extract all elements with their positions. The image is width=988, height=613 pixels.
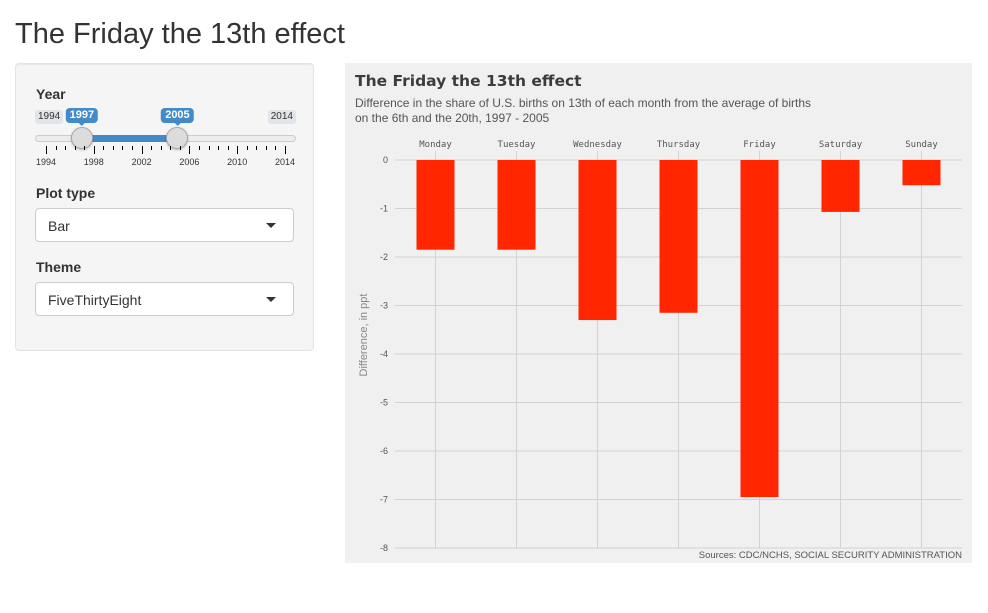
- x-tick-label: Wednesday: [573, 140, 622, 150]
- y-tick-label: -1: [380, 204, 388, 214]
- slider-tick-label: 1994: [35, 157, 57, 167]
- slider-minor-tick: [208, 146, 210, 150]
- chart-subtitle-line-2: on the 6th and the 20th, 1997 - 2005: [355, 111, 549, 125]
- slider-minor-tick: [65, 146, 67, 150]
- slider-min-label: 1994: [35, 110, 64, 124]
- slider-tick-label: 2002: [131, 157, 152, 167]
- slider-tick-label: 1998: [83, 157, 104, 167]
- slider-tick-label: 2014: [274, 157, 296, 167]
- chevron-down-icon: [266, 223, 276, 228]
- slider-minor-tick: [74, 146, 76, 150]
- bar-wednesday: [578, 160, 617, 321]
- slider-minor-tick: [218, 146, 220, 150]
- slider-minor-tick: [170, 146, 172, 150]
- slider-max-label: 2014: [267, 110, 296, 124]
- slider-to-label: 2005: [161, 108, 194, 126]
- slider-minor-tick: [160, 146, 162, 150]
- plot-type-select[interactable]: Bar: [35, 208, 294, 242]
- y-tick-label: -5: [380, 398, 388, 408]
- slider-grid: 1994 1998 2002 2006 2010 2014: [35, 146, 296, 176]
- slider-minor-tick: [275, 146, 277, 150]
- slider-from-label: 1997: [65, 108, 99, 126]
- slider-major-tick: [141, 146, 143, 154]
- x-tick-label: Friday: [743, 140, 776, 150]
- slider-minor-tick: [198, 146, 200, 150]
- chart-panel: The Friday the 13th effect Difference in…: [345, 63, 972, 563]
- slider-minor-tick: [256, 146, 258, 150]
- x-tick-label: Monday: [419, 140, 452, 150]
- slider-minor-tick: [179, 146, 181, 150]
- slider-major-tick: [46, 146, 47, 154]
- theme-label: Theme: [36, 259, 82, 275]
- slider-to-handle[interactable]: [166, 127, 189, 149]
- y-tick-label: -8: [380, 543, 388, 553]
- y-tick-label: -3: [380, 301, 388, 311]
- slider-major-tick: [237, 146, 239, 154]
- x-tick-label: Thursday: [657, 140, 701, 150]
- slider-from-handle[interactable]: [70, 127, 93, 149]
- slider-minor-tick: [132, 146, 134, 150]
- slider-minor-tick: [151, 146, 153, 150]
- plot-type-label: Plot type: [36, 185, 96, 201]
- y-axis-label: Difference, in ppt: [358, 294, 370, 377]
- chevron-down-icon: [266, 297, 276, 302]
- bar-tuesday: [497, 160, 536, 250]
- page-title: The Friday the 13th effect: [15, 18, 345, 50]
- chart-source: Sources: CDC/NCHS, SOCIAL SECURITY ADMIN…: [699, 550, 962, 561]
- slider-tick-label: 2006: [179, 157, 200, 167]
- bar-thursday: [659, 160, 698, 313]
- slider-minor-tick: [246, 146, 248, 150]
- sidebar-panel: Year 1994 2014 1997 2005 1994 1998 2002 200…: [15, 63, 314, 351]
- slider-minor-tick: [122, 146, 124, 150]
- year-range-slider[interactable]: 1994 2014 1997 2005 1994 1998 2002 2006 2010…: [35, 106, 296, 176]
- bar-saturday: [821, 160, 860, 212]
- slider-minor-tick: [55, 146, 57, 150]
- y-tick-label: 0: [383, 155, 388, 165]
- y-tick-label: -6: [380, 446, 388, 456]
- x-tick-label: Tuesday: [498, 140, 537, 150]
- slider-major-tick: [189, 146, 191, 154]
- x-tick-label: Saturday: [819, 140, 863, 150]
- bar-monday: [416, 160, 455, 250]
- bar-friday: [740, 160, 779, 498]
- theme-select[interactable]: FiveThirtyEight: [35, 282, 294, 316]
- plot-type-value: Bar: [48, 218, 70, 234]
- chart-subtitle-line-1: Difference in the share of U.S. births o…: [355, 96, 811, 110]
- slider-minor-tick: [103, 146, 105, 150]
- y-tick-label: -7: [380, 495, 388, 505]
- bar-sunday: [902, 160, 941, 186]
- slider-major-tick: [93, 146, 95, 154]
- theme-value: FiveThirtyEight: [48, 292, 142, 308]
- slider-selected-range: [81, 135, 178, 142]
- y-tick-label: -4: [380, 349, 388, 359]
- slider-minor-tick: [265, 146, 267, 150]
- x-tick-label: Sunday: [905, 140, 938, 150]
- y-tick-label: -2: [380, 252, 388, 262]
- slider-minor-tick: [84, 146, 86, 150]
- slider-tick-label: 2010: [227, 157, 248, 167]
- slider-minor-tick: [112, 146, 114, 150]
- year-label: Year: [36, 86, 66, 102]
- chart-title: The Friday the 13th effect: [355, 72, 582, 90]
- slider-minor-tick: [227, 146, 229, 150]
- bar-chart: The Friday the 13th effect Difference in…: [355, 72, 962, 561]
- slider-major-tick: [285, 146, 286, 154]
